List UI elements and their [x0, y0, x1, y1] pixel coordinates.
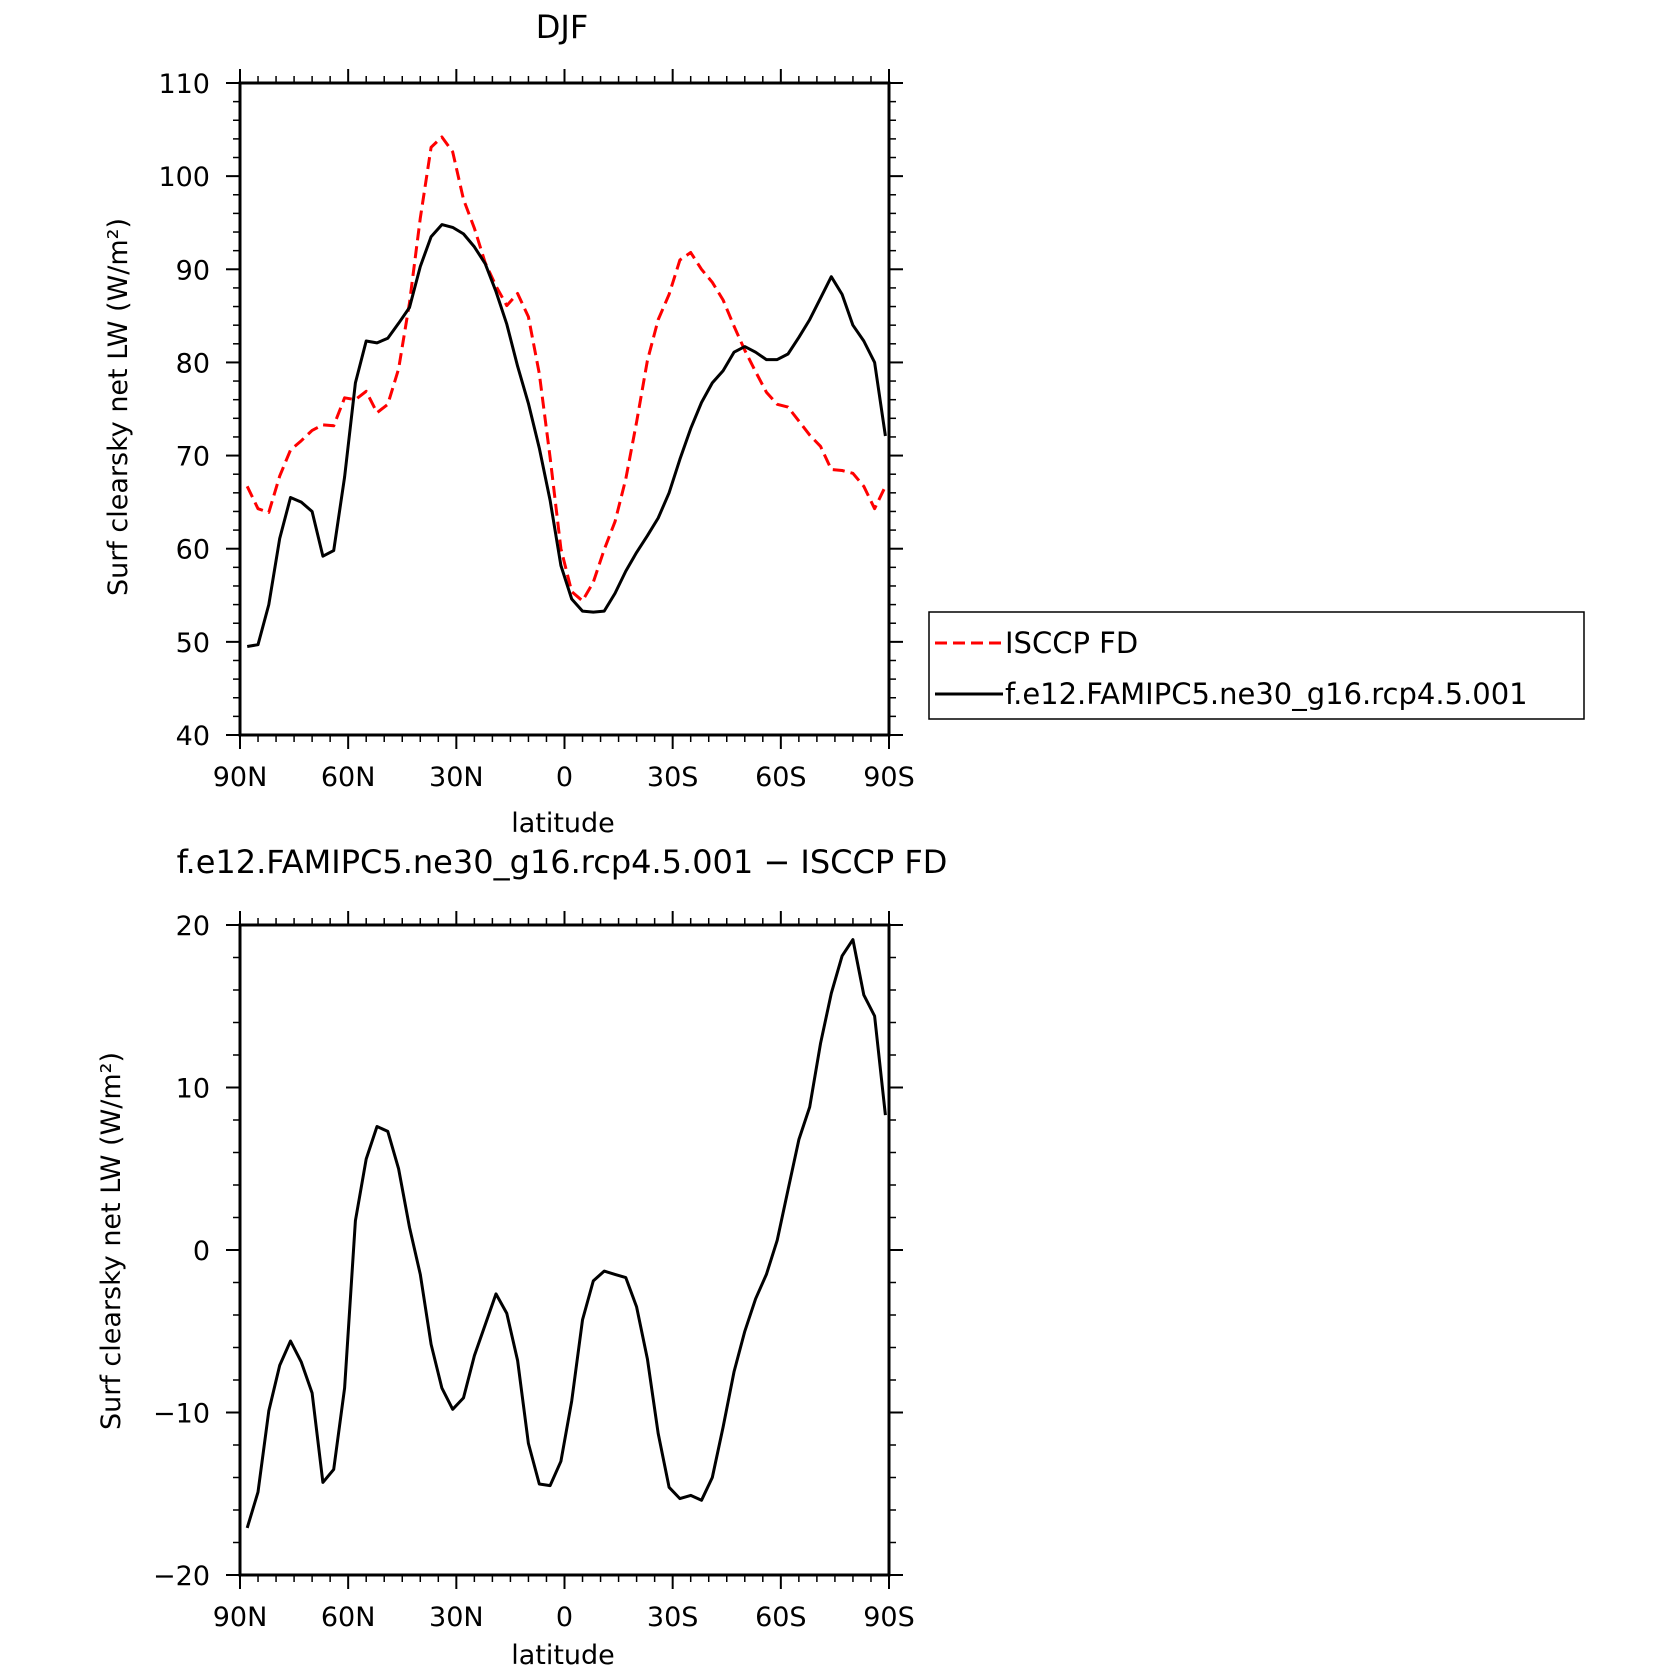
panel-title: DJF: [536, 8, 588, 46]
plot-frame: [238, 923, 891, 1577]
y-tick-label: 70: [176, 442, 210, 473]
x-tick-label: 90N: [213, 762, 268, 793]
x-tick-label: 30S: [647, 1602, 699, 1633]
y-tick-label: 90: [176, 255, 210, 286]
series-line-1: [245, 938, 887, 1529]
series-group: [245, 938, 887, 1529]
panel-title: f.e12.FAMIPC5.ne30_g16.rcp4.5.001 − ISCC…: [177, 843, 948, 881]
x-tick-label: 60N: [321, 762, 376, 793]
y-tick-label: 100: [158, 162, 210, 193]
y-tick-label: 50: [176, 628, 210, 659]
y-tick-label: 10: [176, 1074, 210, 1105]
axis-ticks: 90N 60N 30N 0 30S 60S 90S −20 −10 0 10 20: [153, 911, 915, 1633]
legend-box: [928, 611, 1585, 720]
x-tick-label: 60S: [755, 762, 807, 793]
legend-label-isccp: ISCCP FD: [1005, 626, 1138, 660]
y-tick-label: 20: [176, 911, 210, 942]
legend-label-model: f.e12.FAMIPC5.ne30_g16.rcp4.5.001: [1005, 677, 1528, 711]
y-tick-label: 40: [176, 721, 210, 752]
series-line-1: [245, 135, 887, 603]
x-tick-label: 90N: [213, 1602, 268, 1633]
x-tick-label: 0: [556, 1602, 573, 1633]
legend: ISCCP FD f.e12.FAMIPC5.ne30_g16.rcp4.5.0…: [928, 611, 1585, 720]
panel-djf: DJF 90N 60N 30N 0 30S 60S 90S 40 50 60 70 80 90 100 11…: [103, 8, 915, 839]
plot-frame: [238, 81, 891, 737]
x-axis-title: latitude: [511, 808, 615, 839]
x-tick-label: 60N: [321, 1602, 376, 1633]
y-axis-title: Surf clearsky net LW (W/m²): [96, 1052, 127, 1430]
panel-difference: f.e12.FAMIPC5.ne30_g16.rcp4.5.001 − ISCC…: [96, 843, 947, 1669]
x-tick-label: 90S: [863, 762, 915, 793]
y-tick-label: 0: [193, 1236, 210, 1267]
axis-ticks: 90N 60N 30N 0 30S 60S 90S 40 50 60 70 80 90 100 110: [158, 69, 915, 793]
series-line-2: [246, 223, 887, 648]
series-group: [245, 135, 887, 648]
x-tick-label: 30N: [429, 1602, 484, 1633]
y-tick-label: 60: [176, 535, 210, 566]
x-tick-label: 30S: [647, 762, 699, 793]
y-tick-label: 110: [158, 69, 210, 100]
y-tick-label: −20: [153, 1561, 210, 1592]
x-axis-title: latitude: [511, 1640, 615, 1669]
x-tick-label: 0: [556, 762, 573, 793]
y-tick-label: −10: [153, 1399, 210, 1430]
x-tick-label: 30N: [429, 762, 484, 793]
y-axis-title: Surf clearsky net LW (W/m²): [103, 218, 134, 596]
plot-border: [238, 81, 891, 737]
plot-border: [238, 923, 891, 1577]
x-tick-label: 60S: [755, 1602, 807, 1633]
y-tick-label: 80: [176, 348, 210, 379]
x-tick-label: 90S: [863, 1602, 915, 1633]
